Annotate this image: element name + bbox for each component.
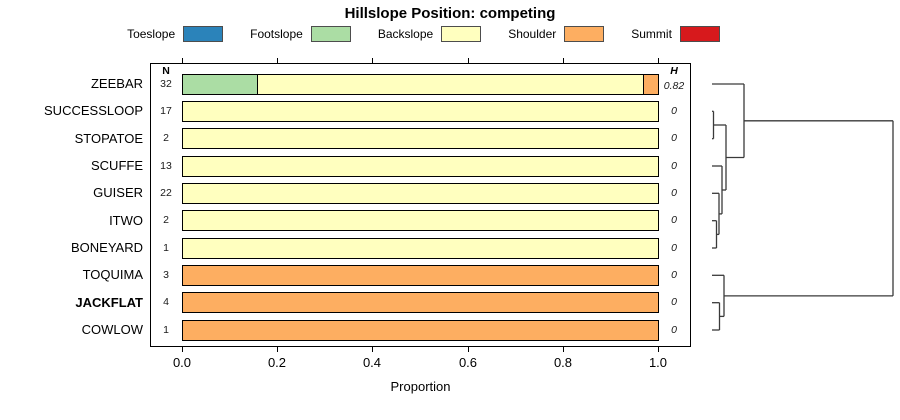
bar-stopatoe — [182, 128, 659, 150]
h-value: 0 — [671, 242, 677, 254]
legend-swatch-backslope — [441, 26, 482, 42]
legend-item-backslope: Backslope — [377, 26, 482, 42]
x-axis-tick — [182, 347, 183, 352]
bar-segment-backslope — [183, 129, 658, 149]
bar-successloop — [182, 100, 659, 122]
h-value: 0 — [671, 105, 677, 117]
h-column-header: H — [670, 65, 678, 77]
x-axis-tick — [372, 347, 373, 352]
h-value: 0 — [671, 214, 677, 226]
n-value: 2 — [163, 132, 169, 144]
x-axis-tick-label: 0.8 — [553, 355, 573, 370]
legend-label: Summit — [631, 27, 672, 41]
n-value: 17 — [160, 105, 172, 117]
bar-guiser — [182, 182, 659, 204]
legend-item-summit: Summit — [631, 26, 720, 42]
category-label-stopatoe: STOPATOE — [74, 131, 143, 146]
x-axis-title: Proportion — [390, 379, 451, 394]
legend-label: Footslope — [250, 27, 303, 41]
h-value: 0 — [671, 132, 677, 144]
x-axis-tick — [277, 347, 278, 352]
legend: Toeslope Footslope Backslope Shoulder Su… — [0, 26, 847, 42]
bar-segment-backslope — [183, 211, 658, 231]
bar-segment-footslope — [183, 74, 258, 94]
bar-jackflat — [182, 292, 659, 314]
chart-title: Hillslope Position: competing — [344, 5, 556, 22]
category-label-itwo: ITWO — [109, 213, 143, 228]
x-axis-tick-label: 1.0 — [648, 355, 668, 370]
bar-segment-backslope — [257, 74, 644, 94]
n-value: 2 — [163, 214, 169, 226]
legend-item-toeslope: Toeslope — [127, 26, 224, 42]
bar-segment-shoulder — [643, 74, 658, 94]
bar-zeebar — [182, 73, 659, 95]
x-axis-tick-label: 0.2 — [267, 355, 287, 370]
bar-segment-backslope — [183, 183, 658, 203]
category-label-boneyard: BONEYARD — [71, 240, 143, 255]
h-value: 0 — [671, 160, 677, 172]
legend-swatch-toeslope — [183, 26, 224, 42]
h-value: 0 — [671, 296, 677, 308]
n-value: 1 — [163, 242, 169, 254]
top-axis-tick — [468, 58, 469, 63]
bar-segment-backslope — [183, 156, 658, 176]
category-label-cowlow: COWLOW — [81, 322, 143, 337]
category-label-zeebar: ZEEBAR — [90, 76, 143, 91]
top-axis-tick — [372, 58, 373, 63]
bar-segment-shoulder — [183, 293, 658, 313]
bar-segment-shoulder — [183, 320, 658, 340]
bar-segment-shoulder — [183, 265, 658, 285]
n-value: 32 — [160, 78, 172, 90]
n-column-header: N — [162, 65, 170, 77]
category-label-successloop: SUCCESSLOOP — [44, 103, 143, 118]
legend-item-shoulder: Shoulder — [508, 26, 605, 42]
x-axis-tick-label: 0.6 — [458, 355, 478, 370]
bar-toquima — [182, 264, 659, 286]
h-value: 0.82 — [663, 80, 685, 92]
bar-itwo — [182, 210, 659, 232]
h-value: 0 — [671, 324, 677, 336]
x-axis-tick-label: 0.0 — [172, 355, 192, 370]
bar-segment-backslope — [183, 238, 658, 258]
n-value: 13 — [160, 160, 172, 172]
n-value: 22 — [160, 187, 172, 199]
legend-label: Backslope — [377, 27, 434, 41]
legend-swatch-shoulder — [564, 26, 605, 42]
top-axis-tick — [563, 58, 564, 63]
x-axis-tick — [658, 347, 659, 352]
bar-boneyard — [182, 237, 659, 259]
category-label-toquima: TOQUIMA — [82, 267, 143, 282]
legend-item-footslope: Footslope — [250, 26, 351, 42]
category-label-scuffe: SCUFFE — [91, 158, 143, 173]
category-label-guiser: GUISER — [93, 185, 143, 200]
top-axis-tick — [658, 58, 659, 63]
top-axis-tick — [182, 58, 183, 63]
bar-scuffe — [182, 155, 659, 177]
x-axis-tick — [468, 347, 469, 352]
legend-label: Shoulder — [508, 27, 557, 41]
top-axis-tick — [277, 58, 278, 63]
h-value: 0 — [671, 187, 677, 199]
n-value: 4 — [163, 296, 169, 308]
x-axis-tick — [563, 347, 564, 352]
bar-segment-backslope — [183, 101, 658, 121]
n-value: 3 — [163, 269, 169, 281]
legend-label: Toeslope — [127, 27, 176, 41]
bar-cowlow — [182, 319, 659, 341]
category-label-jackflat: JACKFLAT — [75, 295, 143, 310]
n-value: 1 — [163, 324, 169, 336]
x-axis-tick-label: 0.4 — [362, 355, 382, 370]
legend-swatch-summit — [679, 26, 720, 42]
legend-swatch-footslope — [310, 26, 351, 42]
h-value: 0 — [671, 269, 677, 281]
